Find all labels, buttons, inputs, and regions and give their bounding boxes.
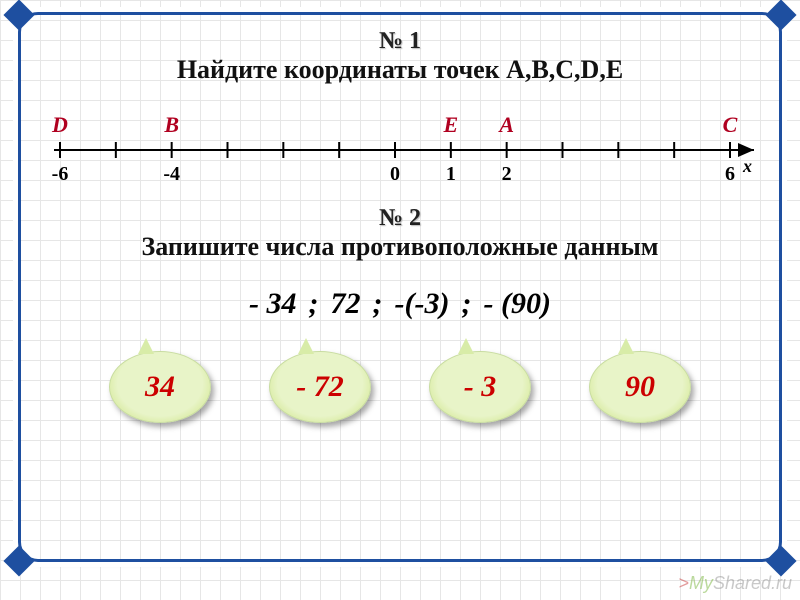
answer-bubble: 34 (109, 351, 211, 423)
problem-token: ; (309, 287, 319, 320)
watermark-my: My (689, 573, 713, 593)
problem-token: -(-3) (395, 287, 450, 320)
answer-bubble: - 3 (429, 351, 531, 423)
number-line: -6 -4 0 1 2 6 D B E A Cx (40, 110, 760, 190)
svg-text:-4: -4 (163, 163, 180, 185)
watermark: >MyShared.ru (678, 573, 792, 594)
svg-text:D: D (51, 112, 68, 137)
svg-text:2: 2 (502, 163, 512, 185)
svg-text:C: C (723, 112, 738, 137)
svg-text:6: 6 (725, 163, 735, 185)
problem-token: - 34 (249, 287, 297, 320)
number-line-svg: -6 -4 0 1 2 6 D B E A Cx (40, 110, 760, 190)
answers-row: 34 - 72 - 3 90 (40, 351, 760, 423)
slide-content: № 1 Найдите координаты точек А,В,С,D,E -… (40, 28, 760, 550)
problem-token: ; (373, 287, 383, 320)
problem-token: - (90) (483, 287, 550, 320)
problem-token: 72 (331, 287, 361, 320)
watermark-suffix: .ru (771, 573, 792, 593)
task1-number: № 1 (40, 28, 760, 55)
answer-bubble: 90 (589, 351, 691, 423)
svg-text:B: B (163, 112, 179, 137)
task2-number: № 2 (40, 205, 760, 232)
problem-expressions: - 34; 72; -(-3); - (90) (40, 287, 760, 321)
answer-bubble: - 72 (269, 351, 371, 423)
svg-text:x: x (742, 156, 752, 176)
task2-text: Запишите числа противоположные данным (40, 232, 760, 262)
svg-text:1: 1 (446, 163, 456, 185)
svg-text:0: 0 (390, 163, 400, 185)
task1-text: Найдите координаты точек А,В,С,D,E (40, 55, 760, 85)
watermark-caret: > (678, 573, 689, 593)
svg-text:E: E (442, 112, 458, 137)
watermark-shared: Shared (713, 573, 771, 593)
problem-token: ; (461, 287, 471, 320)
svg-text:A: A (497, 112, 514, 137)
svg-text:-6: -6 (52, 163, 69, 185)
